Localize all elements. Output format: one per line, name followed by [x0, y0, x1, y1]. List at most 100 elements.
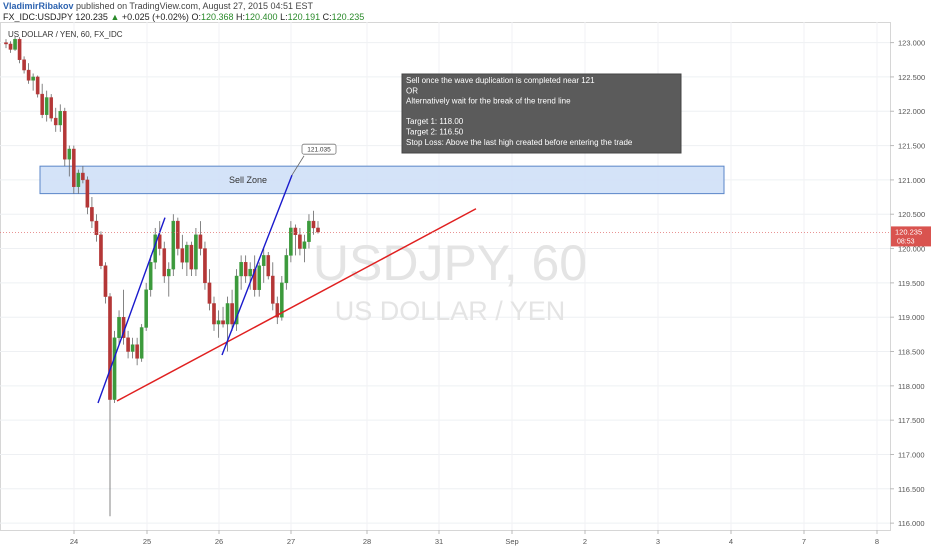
wave-line-2: [221, 174, 293, 356]
y-tick-label: 116.500: [898, 485, 925, 494]
callout-label: 121.035: [307, 147, 331, 154]
candle-body: [139, 327, 144, 359]
annotation-line: Alternatively wait for the break of the …: [406, 97, 571, 106]
countdown-label: 08:53: [897, 238, 915, 245]
x-tick-label: 27: [287, 537, 295, 546]
y-tick-label: 117.500: [898, 416, 925, 425]
x-tick-label: 4: [729, 537, 733, 546]
x-tick-label: 3: [656, 537, 660, 546]
open-value: 120.368: [200, 12, 234, 22]
y-tick-label: 120.000: [898, 245, 925, 254]
candle-body: [17, 38, 22, 60]
y-tick-label: 117.000: [898, 450, 925, 459]
y-tick-label: 119.500: [898, 279, 925, 288]
price-chart[interactable]: 116.000 116.500 117.000 117.500 118.000 118.5…: [0, 22, 932, 550]
candle-body: [234, 275, 239, 325]
trend-line-red: [116, 208, 477, 402]
symbol-label: FX_IDC:USDJPY: [3, 12, 73, 22]
candle-body: [157, 234, 162, 249]
candle-body: [112, 337, 117, 400]
x-tick-label: 25: [143, 537, 151, 546]
candle-body: [176, 220, 180, 249]
candle-body: [171, 220, 176, 270]
candle-body: [103, 265, 108, 297]
candle-body: [207, 282, 212, 304]
sell-zone-box: [39, 165, 725, 195]
annotation-line: Sell once the wave duplication is comple…: [406, 76, 595, 85]
change-up-icon: ▲: [110, 12, 120, 22]
candle-body: [135, 344, 139, 359]
candle-body: [189, 244, 194, 270]
candle-body: [58, 111, 63, 126]
candle-body: [302, 241, 307, 249]
y-tick-label: 120.500: [898, 210, 925, 219]
candle-body: [130, 344, 135, 352]
candle-body: [31, 76, 35, 81]
candle-body: [212, 303, 216, 325]
close-label: C:: [322, 12, 332, 22]
candle-body: [194, 234, 198, 270]
y-tick-label: 121.500: [898, 142, 925, 151]
candle-body: [94, 220, 99, 236]
candle-body: [44, 97, 49, 115]
candle-body: [216, 320, 221, 325]
x-tick-label: 7: [802, 537, 806, 546]
candle-body: [293, 227, 298, 236]
annotation-line: Stop Loss: Above the last high created b…: [406, 138, 633, 147]
candle-body: [221, 320, 225, 325]
candle-body: [311, 220, 316, 229]
candle-body: [275, 303, 280, 318]
open-label: O:: [191, 12, 201, 22]
candle-body: [40, 93, 44, 115]
candle-body: [144, 289, 148, 328]
candle-body: [248, 268, 252, 277]
y-tick-label: 121.000: [898, 176, 925, 185]
candle-body: [13, 38, 17, 50]
candle-body: [81, 172, 85, 181]
x-tick-label: Sep: [505, 537, 518, 546]
author-link[interactable]: VladimirRibakov: [3, 1, 74, 11]
candle-body: [85, 179, 90, 208]
publish-info: published on TradingView.com, August 27,…: [76, 1, 314, 11]
watermark-name: US DOLLAR / YEN: [335, 296, 566, 326]
candle-body: [90, 207, 94, 222]
candle-body: [257, 265, 262, 290]
y-tick-label: 119.000: [898, 313, 925, 322]
last-price: 120.235: [75, 12, 108, 22]
callout-box: [301, 143, 337, 155]
candle-body: [67, 148, 72, 160]
high-label: H:: [236, 12, 246, 22]
x-tick-label: 2: [583, 537, 587, 546]
candle-body: [298, 234, 302, 249]
candle-body: [126, 337, 130, 352]
low-value: 120.191: [287, 12, 321, 22]
candle-body: [289, 227, 293, 256]
candle-body: [230, 303, 234, 325]
candle-body: [117, 316, 121, 338]
candle-body: [316, 227, 320, 233]
publish-header: VladimirRibakov published on TradingView…: [3, 1, 313, 11]
candle-body: [284, 255, 289, 284]
candle-body: [243, 262, 248, 277]
x-tick-label: 8: [875, 537, 879, 546]
candle-body: [180, 248, 185, 263]
candle-body: [266, 255, 271, 277]
callout-leader: [291, 155, 305, 176]
annotation-line: Target 2: 116.50: [406, 128, 464, 137]
high-value: 120.400: [245, 12, 278, 22]
annotation-line: Target 1: 118.00: [406, 117, 464, 126]
sell-zone-label: Sell Zone: [229, 175, 267, 185]
low-label: L:: [280, 12, 288, 22]
x-tick-label: 26: [215, 537, 223, 546]
candle-body: [22, 59, 26, 71]
candle-body: [49, 97, 54, 119]
x-tick-label: 31: [435, 537, 443, 546]
wave-line-1: [97, 217, 166, 404]
candle-body: [72, 148, 76, 187]
candle-body: [35, 76, 40, 95]
candle-body: [225, 303, 230, 325]
watermark-symbol: USDJPY, 60: [313, 235, 587, 291]
y-tick-label: 118.000: [898, 382, 925, 391]
candle-body: [4, 42, 8, 45]
y-tick-label: 122.000: [898, 107, 925, 116]
